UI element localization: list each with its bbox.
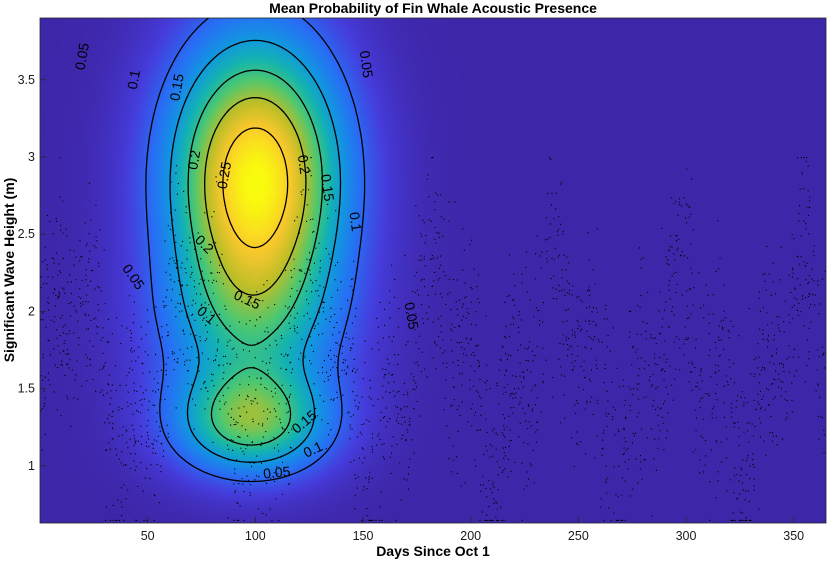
y-tick-label: 2.5 [18,227,35,241]
y-tick-label: 3 [28,150,35,164]
contour-line-0_2 [204,96,307,296]
probability-heatmap [40,18,826,523]
contour-label: 0.1 [346,211,365,233]
y-axis-label: Significant Wave Height (m) [1,178,17,363]
chart-title: Mean Probability of Fin Whale Acoustic P… [269,0,597,16]
plot-area: 0.050.1 0.150.050.20.25 0.20.150.10.20.050… [39,17,827,524]
contour-label: 0.05 [72,41,93,71]
contour-line-0_05 [145,18,366,483]
x-tick-label: 100 [245,529,266,543]
contour-line-0_15 [187,69,324,446]
contour-label: 0.1 [124,68,143,90]
contour-line-0_25 [222,127,289,249]
x-axis-label: Days Since Oct 1 [376,543,490,559]
axes-box [39,17,827,524]
contour-label: 0.2 [184,149,203,171]
y-tick-label: 3.5 [18,73,35,87]
y-axis: 1 1.5 2 2.5 3 3.5 [18,73,46,473]
contour-label: 0.15 [166,72,187,102]
contour-label: 0.1 [301,438,326,461]
contour-label: 0.25 [214,160,235,190]
contour-line-0_1 [169,39,342,463]
y-tick-label: 1.5 [18,382,35,396]
contour-lines [145,18,366,483]
contour-label: 0.05 [262,463,291,481]
x-tick-label: 200 [460,529,481,543]
x-tick-label: 250 [568,529,589,543]
x-tick-label: 350 [783,529,804,543]
contour-label: 0.15 [318,173,338,202]
contour-label: 0.2 [295,154,314,176]
contour-label: 0.05 [357,50,377,79]
x-tick-label: 50 [141,529,155,543]
x-tick-label: 150 [353,529,374,543]
contour-labels: 0.050.1 0.150.050.20.25 0.20.150.10.20.050… [72,41,422,481]
contour-label: 0.05 [401,301,422,331]
y-tick-label: 2 [28,304,35,318]
y-tick-label: 1 [28,459,35,473]
x-tick-label: 300 [676,529,697,543]
x-axis: 50 100 150 200 250 300 350 [141,517,804,543]
